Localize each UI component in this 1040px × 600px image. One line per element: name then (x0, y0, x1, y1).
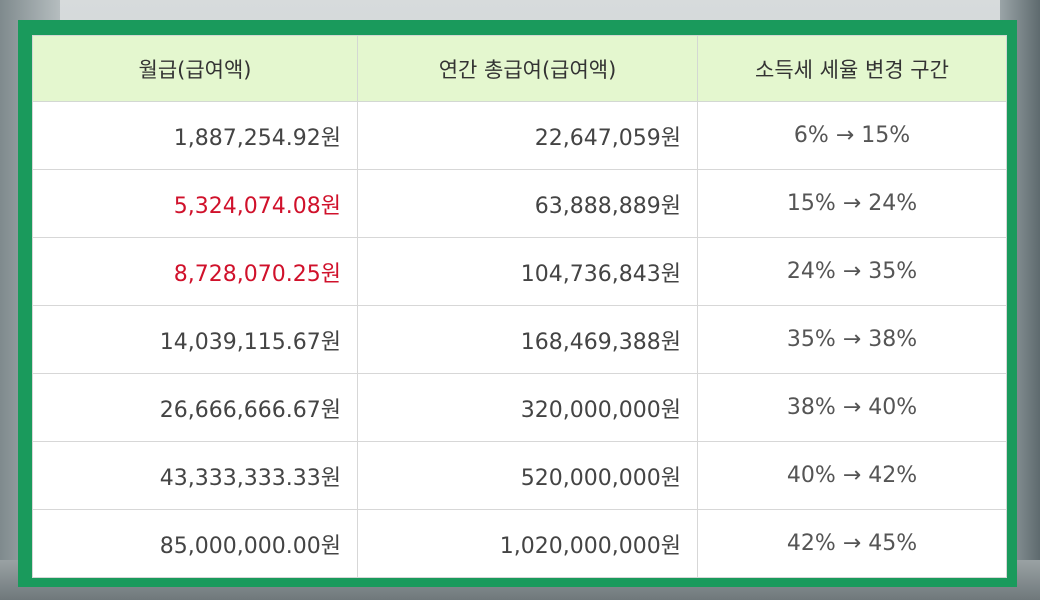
annual-salary-cell: 320,000,000원 (357, 373, 698, 442)
annual-salary-cell: 1,020,000,000원 (357, 509, 698, 578)
monthly-salary-cell: 8,728,070.25원 (32, 237, 358, 306)
annual-salary-cell: 22,647,059원 (357, 101, 698, 170)
tax-bracket-cell: 24% → 35% (697, 237, 1007, 306)
monthly-salary-cell: 5,324,074.08원 (32, 169, 358, 238)
tax-bracket-cell: 15% → 24% (697, 169, 1007, 238)
table-row: 26,666,666.67원 320,000,000원 38% → 40% (32, 373, 1007, 442)
tax-bracket-cell: 6% → 15% (697, 101, 1007, 170)
tax-bracket-cell: 42% → 45% (697, 509, 1007, 578)
table-header-row: 월급(급여액) 연간 총급여(급여액) 소득세 세율 변경 구간 (32, 35, 1007, 102)
table-row: 8,728,070.25원 104,736,843원 24% → 35% (32, 237, 1007, 306)
table-frame: 월급(급여액) 연간 총급여(급여액) 소득세 세율 변경 구간 1,887,2… (18, 20, 1017, 587)
annual-salary-cell: 63,888,889원 (357, 169, 698, 238)
table-row: 43,333,333.33원 520,000,000원 40% → 42% (32, 441, 1007, 510)
table-row: 5,324,074.08원 63,888,889원 15% → 24% (32, 169, 1007, 238)
monthly-salary-cell: 1,887,254.92원 (32, 101, 358, 170)
monthly-salary-cell: 26,666,666.67원 (32, 373, 358, 442)
header-monthly-salary: 월급(급여액) (32, 35, 358, 102)
table-row: 85,000,000.00원 1,020,000,000원 42% → 45% (32, 509, 1007, 578)
tax-bracket-cell: 40% → 42% (697, 441, 1007, 510)
monthly-salary-cell: 85,000,000.00원 (32, 509, 358, 578)
tax-bracket-table: 월급(급여액) 연간 총급여(급여액) 소득세 세율 변경 구간 1,887,2… (32, 35, 1007, 578)
tax-bracket-cell: 35% → 38% (697, 305, 1007, 374)
annual-salary-cell: 520,000,000원 (357, 441, 698, 510)
table-row: 1,887,254.92원 22,647,059원 6% → 15% (32, 101, 1007, 170)
header-tax-bracket: 소득세 세율 변경 구간 (697, 35, 1007, 102)
tax-bracket-cell: 38% → 40% (697, 373, 1007, 442)
monthly-salary-cell: 43,333,333.33원 (32, 441, 358, 510)
annual-salary-cell: 168,469,388원 (357, 305, 698, 374)
annual-salary-cell: 104,736,843원 (357, 237, 698, 306)
header-annual-salary: 연간 총급여(급여액) (357, 35, 698, 102)
table-row: 14,039,115.67원 168,469,388원 35% → 38% (32, 305, 1007, 374)
monthly-salary-cell: 14,039,115.67원 (32, 305, 358, 374)
